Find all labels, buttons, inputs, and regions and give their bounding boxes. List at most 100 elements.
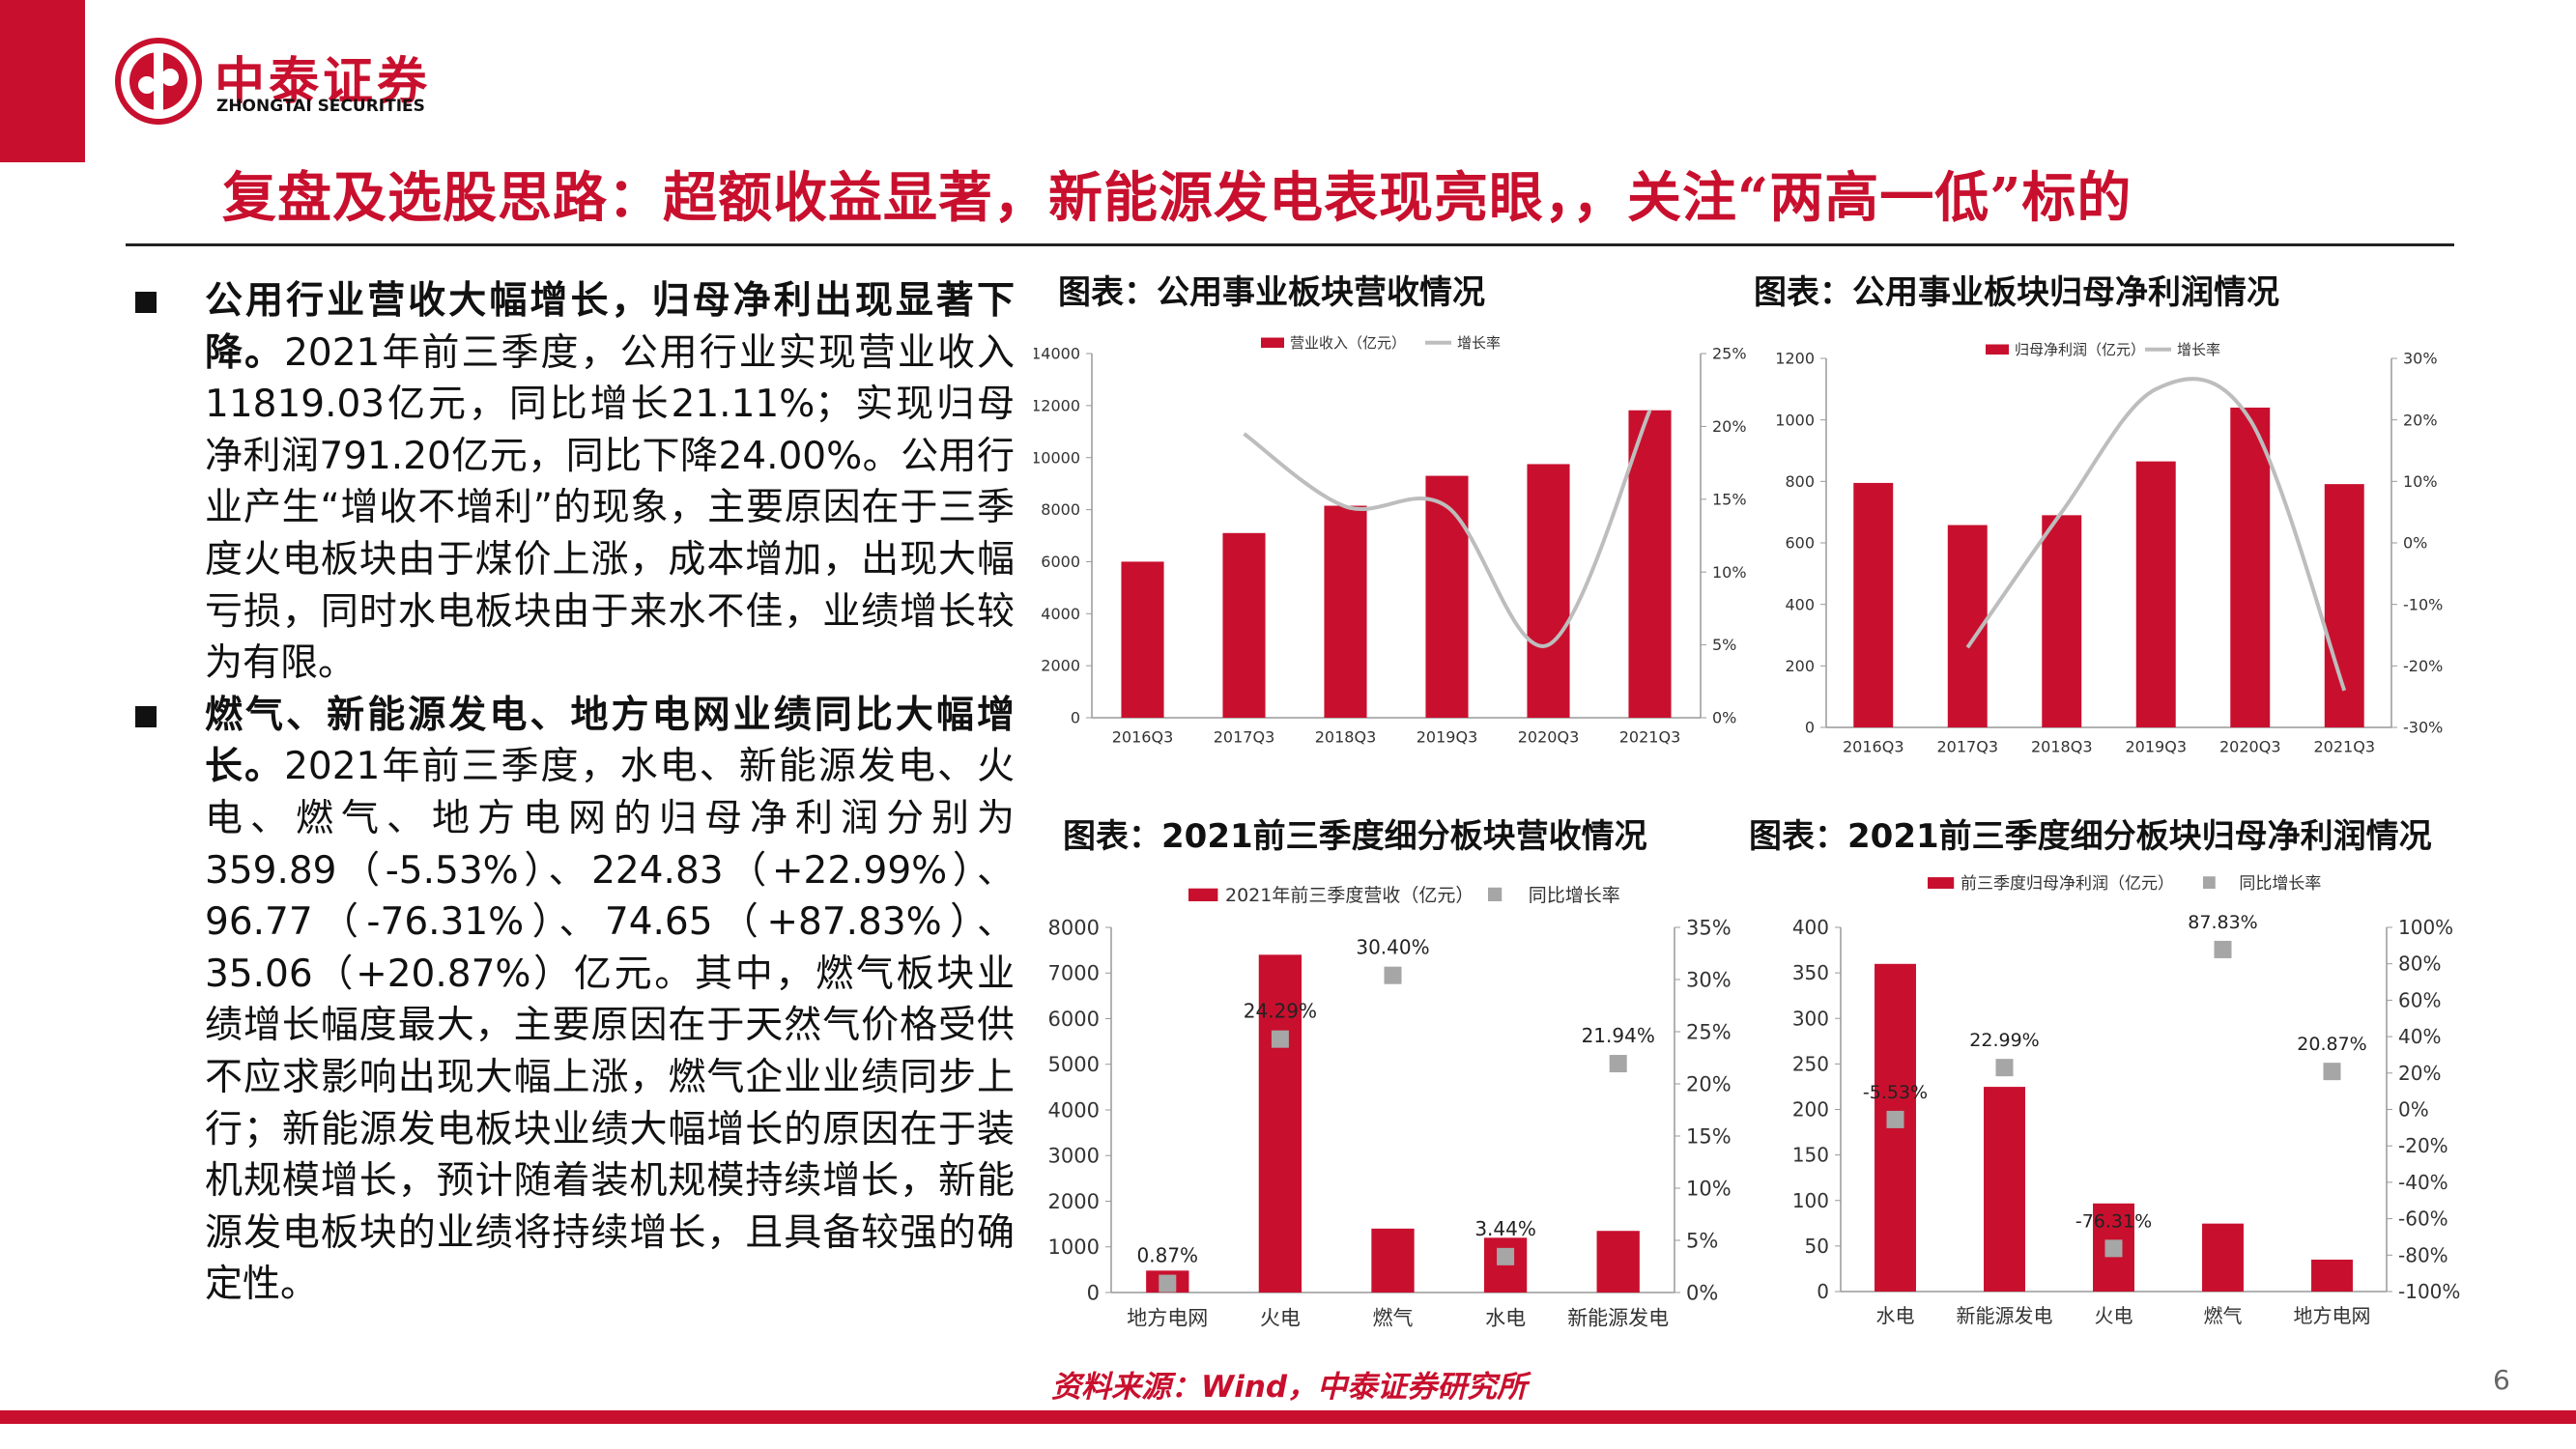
- legend-label: 增长率: [2177, 341, 2220, 358]
- y-tick-label: 10000: [1034, 448, 1080, 467]
- x-tick-label: 火电: [2095, 1304, 2133, 1327]
- x-tick-label: 2017Q3: [1214, 728, 1275, 747]
- data-label: 21.94%: [1582, 1024, 1655, 1047]
- bullet-body: 2021年前三季度，公用行业实现营业收入11819.03亿元，同比增长21.11…: [205, 330, 1015, 686]
- y-tick-label: 200: [1785, 657, 1815, 675]
- segment-revenue-chart: 0 1000 2000 3000 4000 5000 6000 7000 8000 0% 5% 10%…: [1048, 885, 1732, 1330]
- bullet-heading: 燃气、新能源发电、地方电网业绩同比大幅增长。: [205, 693, 1015, 789]
- y2-tick-label: -60%: [2398, 1208, 2448, 1231]
- x-tick-label: 2021Q3: [2314, 738, 2376, 756]
- growth-rate-marker: [1995, 1059, 2014, 1077]
- bar: [1596, 1231, 1640, 1293]
- y-tick-label: 7000: [1048, 962, 1100, 985]
- segment-net-profit-chart: 0 50 100 150 200 250 300 350 400 -100% -80% -60% -40…: [1792, 874, 2461, 1327]
- title-divider: [126, 243, 2454, 246]
- y2-tick-label: -80%: [2398, 1243, 2448, 1266]
- y2-tick-label: -20%: [2403, 657, 2443, 675]
- bar: [1527, 464, 1570, 718]
- legend-swatch: [1188, 888, 1218, 901]
- y2-tick-label: 35%: [1686, 916, 1732, 939]
- bar: [1628, 410, 1672, 718]
- data-label: 22.99%: [1969, 1030, 2039, 1051]
- y-tick-label: 100: [1792, 1189, 1829, 1212]
- x-tick-label: 火电: [1260, 1307, 1301, 1330]
- growth-rate-line: [1965, 377, 2347, 692]
- x-tick-label: 水电: [1485, 1307, 1526, 1330]
- legend-swatch: [1261, 337, 1284, 348]
- y-tick-label: 250: [1792, 1052, 1829, 1075]
- growth-rate-marker: [1609, 1055, 1627, 1073]
- x-tick-label: 2019Q3: [2126, 738, 2188, 756]
- y2-tick-label: 20%: [2403, 411, 2438, 429]
- bar: [2311, 1259, 2353, 1292]
- y-tick-label: 50: [1805, 1235, 1829, 1258]
- y-tick-label: 8000: [1048, 916, 1100, 939]
- y2-tick-label: 25%: [1712, 345, 1747, 363]
- y2-tick-label: 10%: [1712, 563, 1747, 582]
- x-tick-label: 2017Q3: [1937, 738, 1999, 756]
- data-label: 24.29%: [1244, 1000, 1317, 1023]
- growth-rate-marker: [2323, 1063, 2341, 1081]
- company-logo: 中泰证券 ZHONGTAI SECURITIES: [114, 37, 481, 125]
- y-tick-label: 150: [1792, 1144, 1829, 1167]
- bar: [1984, 1087, 2025, 1292]
- y-tick-label: 800: [1785, 472, 1815, 491]
- x-tick-label: 燃气: [1373, 1307, 1414, 1330]
- bullet-point: 燃气、新能源发电、地方电网业绩同比大幅增长。2021年前三季度，水电、新能源发电…: [135, 690, 1015, 1311]
- y-tick-label: 0: [1805, 719, 1815, 737]
- x-tick-label: 2020Q3: [1518, 728, 1580, 747]
- legend-label: 营业收入（亿元）: [1290, 334, 1406, 352]
- legend-label: 同比增长率: [1529, 885, 1620, 906]
- y-tick-label: 200: [1792, 1098, 1829, 1122]
- legend-label: 同比增长率: [2239, 874, 2321, 894]
- brand-name-en: ZHONGTAI SECURITIES: [216, 97, 425, 116]
- x-tick-label: 地方电网: [2294, 1304, 2371, 1327]
- bar: [1121, 561, 1164, 718]
- x-tick-label: 2016Q3: [1843, 738, 1904, 756]
- y-tick-label: 4000: [1048, 1098, 1100, 1122]
- y-tick-label: 300: [1792, 1007, 1829, 1030]
- chart-title: 图表：公用事业板块营收情况: [1058, 273, 1485, 312]
- y2-tick-label: 40%: [2398, 1025, 2441, 1048]
- bar: [2324, 484, 2364, 727]
- bar: [1371, 1228, 1415, 1293]
- growth-rate-marker: [2214, 940, 2232, 958]
- bar: [1324, 505, 1367, 718]
- x-tick-label: 新能源发电: [1567, 1307, 1669, 1330]
- bar: [2202, 1223, 2244, 1292]
- y-tick-label: 600: [1785, 534, 1815, 553]
- y-tick-label: 8000: [1041, 500, 1080, 519]
- legend-swatch: [2203, 876, 2216, 889]
- legend-label: 2021年前三季度营收（亿元）: [1225, 885, 1474, 906]
- bar: [1853, 482, 1894, 727]
- y2-tick-label: -40%: [2398, 1171, 2448, 1194]
- chart-title: 图表：公用事业板块归母净利润情况: [1754, 273, 2279, 312]
- y2-tick-label: 0%: [1686, 1281, 1718, 1304]
- x-tick-label: 2020Q3: [2219, 738, 2281, 756]
- y-tick-label: 2000: [1041, 657, 1080, 675]
- page-title: 复盘及选股思路：超额收益显著，新能源发电表现亮眼，，关注“两高一低”标的: [222, 166, 2132, 230]
- bar: [2042, 515, 2082, 727]
- y2-tick-label: -20%: [2398, 1134, 2448, 1157]
- y-tick-label: 6000: [1048, 1008, 1100, 1031]
- y2-tick-label: 30%: [1686, 968, 1732, 991]
- y-tick-label: 1000: [1775, 411, 1815, 429]
- growth-rate-line: [1243, 409, 1652, 648]
- y-tick-label: 0: [1087, 1281, 1100, 1304]
- x-tick-label: 2018Q3: [2031, 738, 2093, 756]
- data-label: 20.87%: [2297, 1034, 2366, 1055]
- y2-tick-label: 15%: [1686, 1124, 1732, 1148]
- data-label: 30.40%: [1356, 936, 1429, 959]
- y-tick-label: 400: [1785, 595, 1815, 613]
- y2-tick-label: -30%: [2403, 719, 2443, 737]
- y-tick-label: 400: [1792, 916, 1829, 939]
- bullet-heading: 公用行业营收大幅增长，归母净利出现显著下降。: [205, 279, 1015, 375]
- data-label: 0.87%: [1137, 1244, 1199, 1267]
- x-tick-label: 水电: [1876, 1304, 1915, 1327]
- revenue-trend-chart: 0 2000 4000 6000 8000 10000 12000 14000 0% 5% 10% 1…: [1034, 334, 1747, 747]
- growth-rate-marker: [1497, 1247, 1515, 1265]
- square-bullet-icon: [135, 705, 157, 727]
- x-tick-label: 燃气: [2204, 1304, 2243, 1327]
- chart-title: 图表：2021前三季度细分板块营收情况: [1063, 817, 1647, 856]
- y2-tick-label: 25%: [1686, 1020, 1732, 1043]
